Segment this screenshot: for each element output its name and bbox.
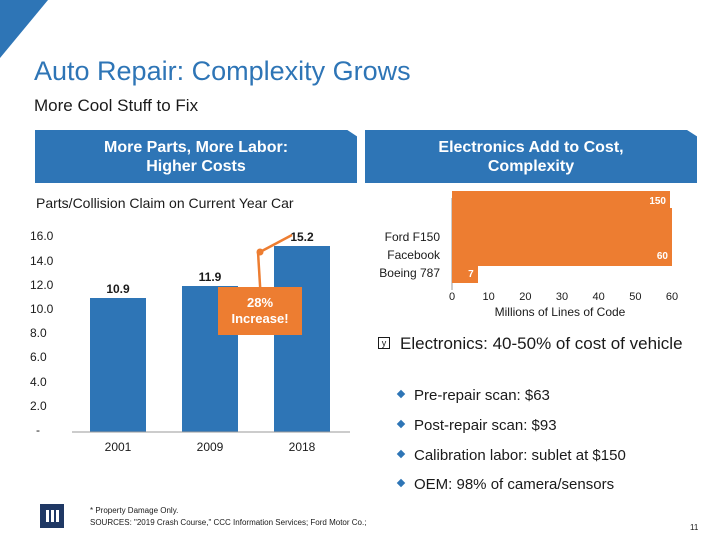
callout-dot (256, 248, 264, 256)
h-tick-label: 10 (482, 291, 495, 303)
h-axis-title: Millions of Lines of Code (494, 305, 626, 319)
corner-decoration (0, 0, 48, 58)
y-tick-label: - (36, 423, 40, 437)
x-tick-label: 2009 (196, 440, 224, 454)
diamond-bullet-icon (396, 389, 406, 399)
bar-value-label: 10.9 (106, 282, 130, 297)
chart1-title: Parts/Collision Claim on Current Year Ca… (36, 195, 294, 211)
y-tick-label: 8.0 (30, 326, 47, 340)
h-bar-ford-f150 (452, 191, 670, 209)
diamond-bullet-icon (396, 449, 406, 459)
banner-right: Electronics Add to Cost, Complexity (365, 130, 697, 183)
y-tick-label: 6.0 (30, 350, 47, 364)
h-bar-value-label: 7 (468, 269, 474, 280)
sub-bullet: Post-repair scan: $93 (396, 417, 557, 434)
y-tick-label: 14.0 (30, 254, 54, 268)
callout-connector-line (259, 233, 293, 254)
sub-bullet-text: OEM: 98% of camera/sensors (414, 476, 615, 493)
h-tick-label: 50 (629, 291, 642, 303)
y-tick-label: 12.0 (30, 278, 54, 292)
iii-logo-icon (40, 504, 64, 528)
y-tick-label: 10.0 (30, 302, 54, 316)
h-bar-boeing-787 (452, 265, 478, 283)
banner-left: More Parts, More Labor: Higher Costs (35, 130, 357, 183)
h-tick-label: 60 (665, 291, 679, 303)
footnote-line2: SOURCES: "2019 Crash Course," CCC Inform… (90, 518, 367, 527)
sub-bullet: OEM: 98% of camera/sensors (396, 476, 615, 493)
sub-bullet: Calibration labor: sublet at $150 (396, 447, 626, 464)
y-tick-label: 16.0 (30, 229, 54, 243)
sub-bullet-text: Calibration labor: sublet at $150 (414, 447, 626, 464)
bullet-main-text: Electronics: 40-50% of cost of vehicle (400, 334, 683, 353)
y-tick-label: 2.0 (30, 399, 47, 413)
bar-2018 (274, 245, 330, 432)
h-bar-value-label: 60 (656, 251, 668, 262)
page-number: 11 (690, 523, 699, 532)
sub-bullet-text: Post-repair scan: $93 (414, 417, 557, 434)
slide-title: Auto Repair: Complexity Grows (34, 56, 411, 86)
h-category-label: Facebook (387, 248, 440, 262)
bullet-main: y Electronics: 40-50% of cost of vehicle (378, 334, 698, 354)
increase-callout: 28% Increase! (218, 287, 302, 335)
bar-2001 (90, 298, 146, 432)
h-category-label: Boeing 787 (379, 266, 440, 280)
diamond-bullet-icon (396, 478, 406, 488)
diamond-bullet-icon (396, 419, 406, 429)
h-category-label: Ford F150 (384, 230, 440, 244)
x-tick-label: 2001 (104, 440, 132, 454)
h-bar-value-label: 150 (649, 196, 666, 207)
bar-value-label: 15.2 (290, 229, 314, 244)
y-tick-label: 4.0 (30, 375, 47, 389)
footnote-line1: * Property Damage Only. (90, 506, 179, 515)
sub-bullet-text: Pre-repair scan: $63 (414, 387, 550, 404)
x-tick-label: 2018 (288, 440, 316, 454)
h-tick-label: 0 (448, 291, 456, 303)
h-tick-label: 20 (519, 291, 532, 303)
h-bar-facebook (452, 208, 672, 266)
slide-subtitle: More Cool Stuff to Fix (34, 96, 199, 115)
h-tick-label: 30 (555, 291, 569, 303)
h-tick-label: 40 (592, 291, 605, 303)
sub-bullet: Pre-repair scan: $63 (396, 387, 550, 404)
bar-value-label: 11.9 (198, 270, 222, 285)
checkbox-bullet-icon: y (378, 337, 390, 349)
